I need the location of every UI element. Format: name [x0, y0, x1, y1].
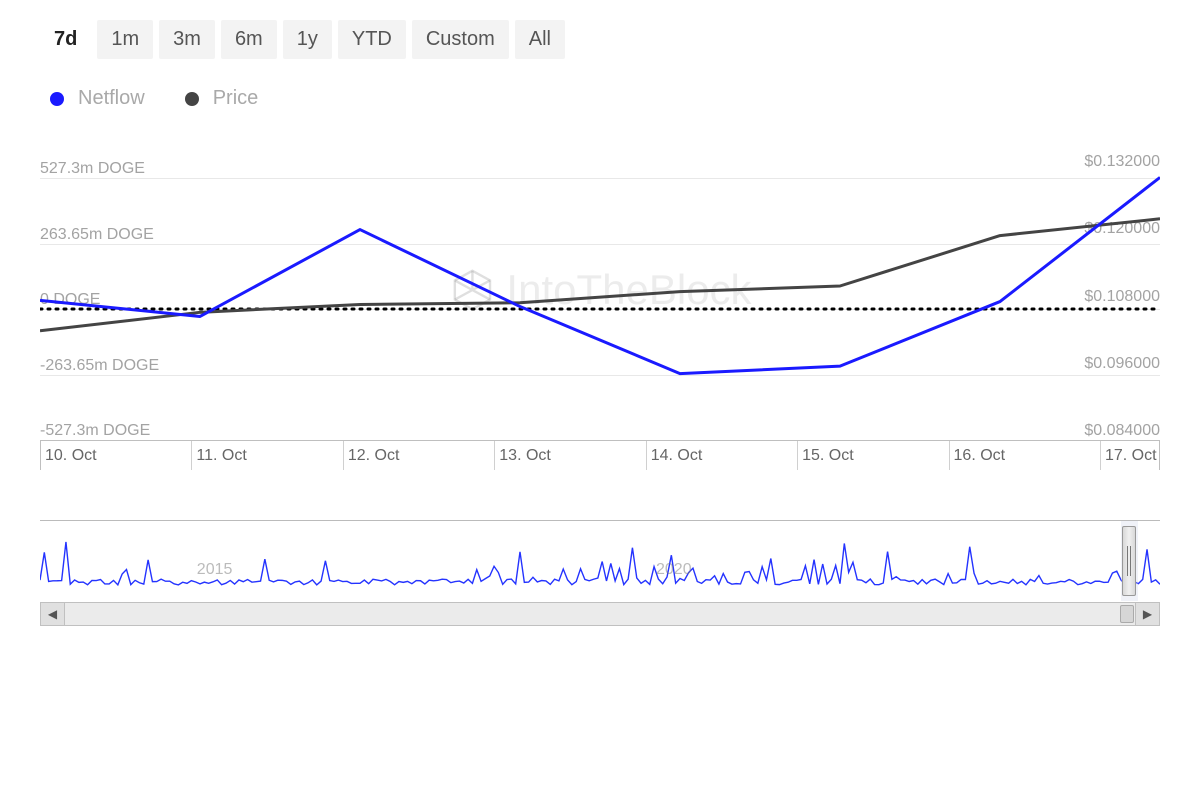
- x-tick: 15. Oct: [797, 441, 948, 470]
- time-tab-7d[interactable]: 7d: [40, 20, 91, 59]
- time-tab-custom[interactable]: Custom: [412, 20, 509, 59]
- x-tick: 16. Oct: [949, 441, 1100, 470]
- time-tab-1m[interactable]: 1m: [97, 20, 153, 59]
- time-tab-3m[interactable]: 3m: [159, 20, 215, 59]
- scroll-right-button[interactable]: ▶: [1135, 603, 1159, 625]
- main-chart: 527.3m DOGE263.65m DOGE0 DOGE-263.65m DO…: [40, 160, 1160, 470]
- time-range-tabs: 7d1m3m6m1yYTDCustomAll: [40, 20, 1160, 59]
- legend-label: Price: [213, 87, 259, 110]
- time-tab-all[interactable]: All: [515, 20, 565, 59]
- time-tab-1y[interactable]: 1y: [283, 20, 332, 59]
- chart-legend: Netflow Price: [40, 87, 1160, 110]
- price-line: [40, 219, 1160, 331]
- chart-area: 527.3m DOGE263.65m DOGE0 DOGE-263.65m DO…: [40, 160, 1160, 626]
- x-tick: 11. Oct: [191, 441, 342, 470]
- netflow-line: [40, 177, 1160, 373]
- x-tick: 10. Oct: [40, 441, 191, 470]
- x-tick: 14. Oct: [646, 441, 797, 470]
- legend-marker-icon: [50, 92, 64, 106]
- x-axis: 10. Oct11. Oct12. Oct13. Oct14. Oct15. O…: [40, 440, 1160, 470]
- navigator-handle[interactable]: [1122, 526, 1136, 596]
- legend-marker-icon: [185, 92, 199, 106]
- legend-label: Netflow: [78, 87, 145, 110]
- x-tick: 17. Oct: [1100, 441, 1160, 470]
- legend-item-netflow[interactable]: Netflow: [50, 87, 145, 110]
- x-tick: 13. Oct: [494, 441, 645, 470]
- chart-svg: [40, 160, 1160, 440]
- navigator-scrollbar[interactable]: ◀ ▶: [40, 602, 1160, 626]
- scroll-left-button[interactable]: ◀: [41, 603, 65, 625]
- time-tab-ytd[interactable]: YTD: [338, 20, 406, 59]
- legend-item-price[interactable]: Price: [185, 87, 259, 110]
- time-tab-6m[interactable]: 6m: [221, 20, 277, 59]
- navigator-year-label: 2020: [656, 561, 692, 579]
- scroll-thumb[interactable]: [1120, 605, 1134, 623]
- navigator[interactable]: 2015 2020: [40, 520, 1160, 600]
- navigator-year-label: 2015: [197, 561, 233, 579]
- x-tick: 12. Oct: [343, 441, 494, 470]
